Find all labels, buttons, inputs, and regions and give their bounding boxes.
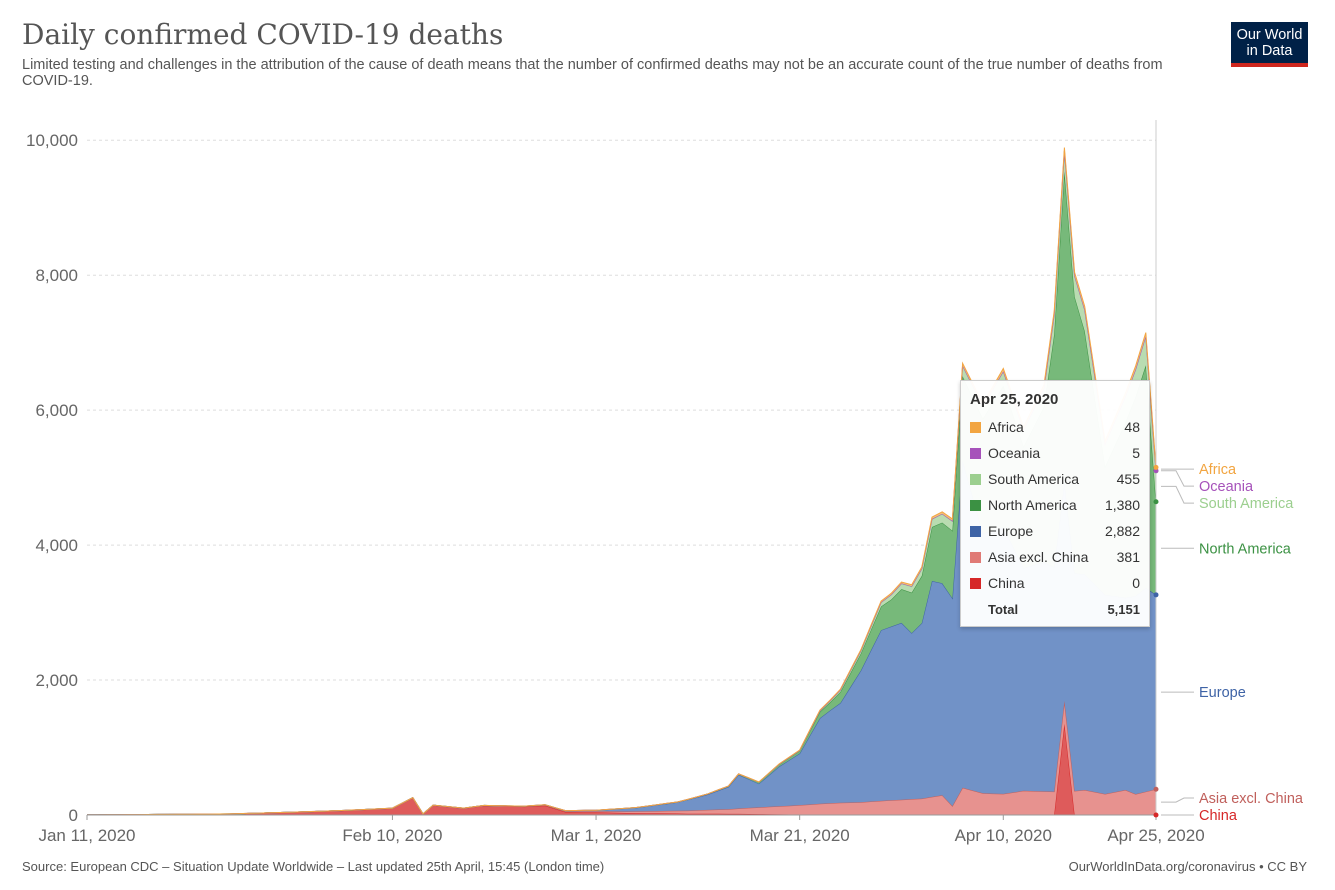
logo-line1: Our World <box>1236 27 1303 43</box>
series-label: Africa <box>1199 462 1237 478</box>
tooltip-row: North America 1,380 <box>970 492 1140 518</box>
label-connector <box>1161 470 1194 487</box>
tooltip-row: Europe 2,882 <box>970 518 1140 544</box>
source-note: Source: European CDC – Situation Update … <box>22 859 605 874</box>
logo-line2: in Data <box>1246 43 1293 59</box>
y-tick-label: 2,000 <box>35 671 78 690</box>
y-tick-label: 6,000 <box>35 401 78 420</box>
x-tick-label: Jan 11, 2020 <box>38 826 135 845</box>
area-asia-excl-china <box>87 701 1156 815</box>
hover-tooltip: Apr 25, 2020 Africa 48 Oceania 5 South Ameri… <box>960 380 1150 627</box>
tooltip-row: China 0 <box>970 570 1140 596</box>
tooltip-row-name: Asia excl. China <box>988 549 1089 565</box>
x-tick-label: Mar 1, 2020 <box>551 826 642 845</box>
tooltip-total-value: 5,151 <box>1107 601 1140 617</box>
chart-subtitle: Limited testing and challenges in the at… <box>22 57 1163 89</box>
tooltip-swatch <box>970 499 981 511</box>
area-europe <box>87 460 1156 815</box>
x-tick-label: Apr 10, 2020 <box>955 826 1052 845</box>
series-label: Oceania <box>1199 479 1254 495</box>
tooltip-swatch <box>970 447 981 459</box>
tooltip-row-name: Oceania <box>988 445 1041 461</box>
owid-logo[interactable]: Our World in Data <box>1231 22 1308 67</box>
tooltip-swatch <box>970 551 981 563</box>
x-tick-label: Apr 25, 2020 <box>1107 826 1204 845</box>
series-label: Europe <box>1199 685 1246 701</box>
end-dot <box>1153 812 1159 818</box>
tooltip-rows: Africa 48 Oceania 5 South America 455 North Am… <box>970 414 1140 596</box>
owid-link[interactable]: OurWorldInData.org/coronavirus • CC BY <box>1068 859 1307 874</box>
tooltip-swatch <box>970 421 981 433</box>
tooltip-row: Africa 48 <box>970 414 1140 440</box>
tooltip-row: Oceania 5 <box>970 440 1140 466</box>
series-label: South America <box>1199 496 1294 512</box>
end-dot <box>1153 499 1159 505</box>
series-label: Asia excl. China <box>1199 791 1304 807</box>
tooltip-swatch <box>970 473 981 485</box>
y-tick-label: 10,000 <box>26 131 78 150</box>
tooltip-row: South America 455 <box>970 466 1140 492</box>
tooltip-row-name: China <box>988 575 1025 591</box>
tooltip-row-value: 5 <box>1132 445 1140 461</box>
tooltip-row-value: 1,380 <box>1104 497 1140 513</box>
logo-bar <box>1231 63 1308 67</box>
x-tick-label: Feb 10, 2020 <box>342 826 442 845</box>
tooltip-row-name: Africa <box>988 419 1024 435</box>
tooltip-row-value: 2,882 <box>1104 523 1140 539</box>
y-tick-label: 4,000 <box>35 536 78 555</box>
tooltip-swatch <box>970 525 981 537</box>
tooltip-row-value: 48 <box>1124 419 1140 435</box>
tooltip-row-value: 0 <box>1132 575 1140 591</box>
label-connector <box>1161 797 1194 803</box>
tooltip-row-value: 455 <box>1116 471 1140 487</box>
x-tick-label: Mar 21, 2020 <box>750 826 850 845</box>
series-label: China <box>1199 808 1238 824</box>
tooltip-total-row: Total 5,151 <box>970 596 1140 622</box>
label-connector <box>1161 485 1194 504</box>
end-dot <box>1153 464 1159 470</box>
tooltip-row-name: Europe <box>988 523 1034 539</box>
end-dot <box>1153 592 1159 598</box>
tooltip-row-name: South America <box>988 471 1080 487</box>
tooltip-row-name: North America <box>988 497 1077 513</box>
y-tick-label: 0 <box>69 806 78 825</box>
end-dot <box>1153 786 1159 792</box>
tooltip-swatch <box>970 577 981 589</box>
tooltip-row-value: 381 <box>1116 549 1140 565</box>
chart-title: Daily confirmed COVID-19 deaths <box>22 18 504 51</box>
series-label: North America <box>1199 541 1292 557</box>
tooltip-date: Apr 25, 2020 <box>970 391 1059 408</box>
tooltip-total-label: Total <box>988 601 1019 617</box>
tooltip-row: Asia excl. China 381 <box>970 544 1140 570</box>
y-tick-label: 8,000 <box>35 266 78 285</box>
